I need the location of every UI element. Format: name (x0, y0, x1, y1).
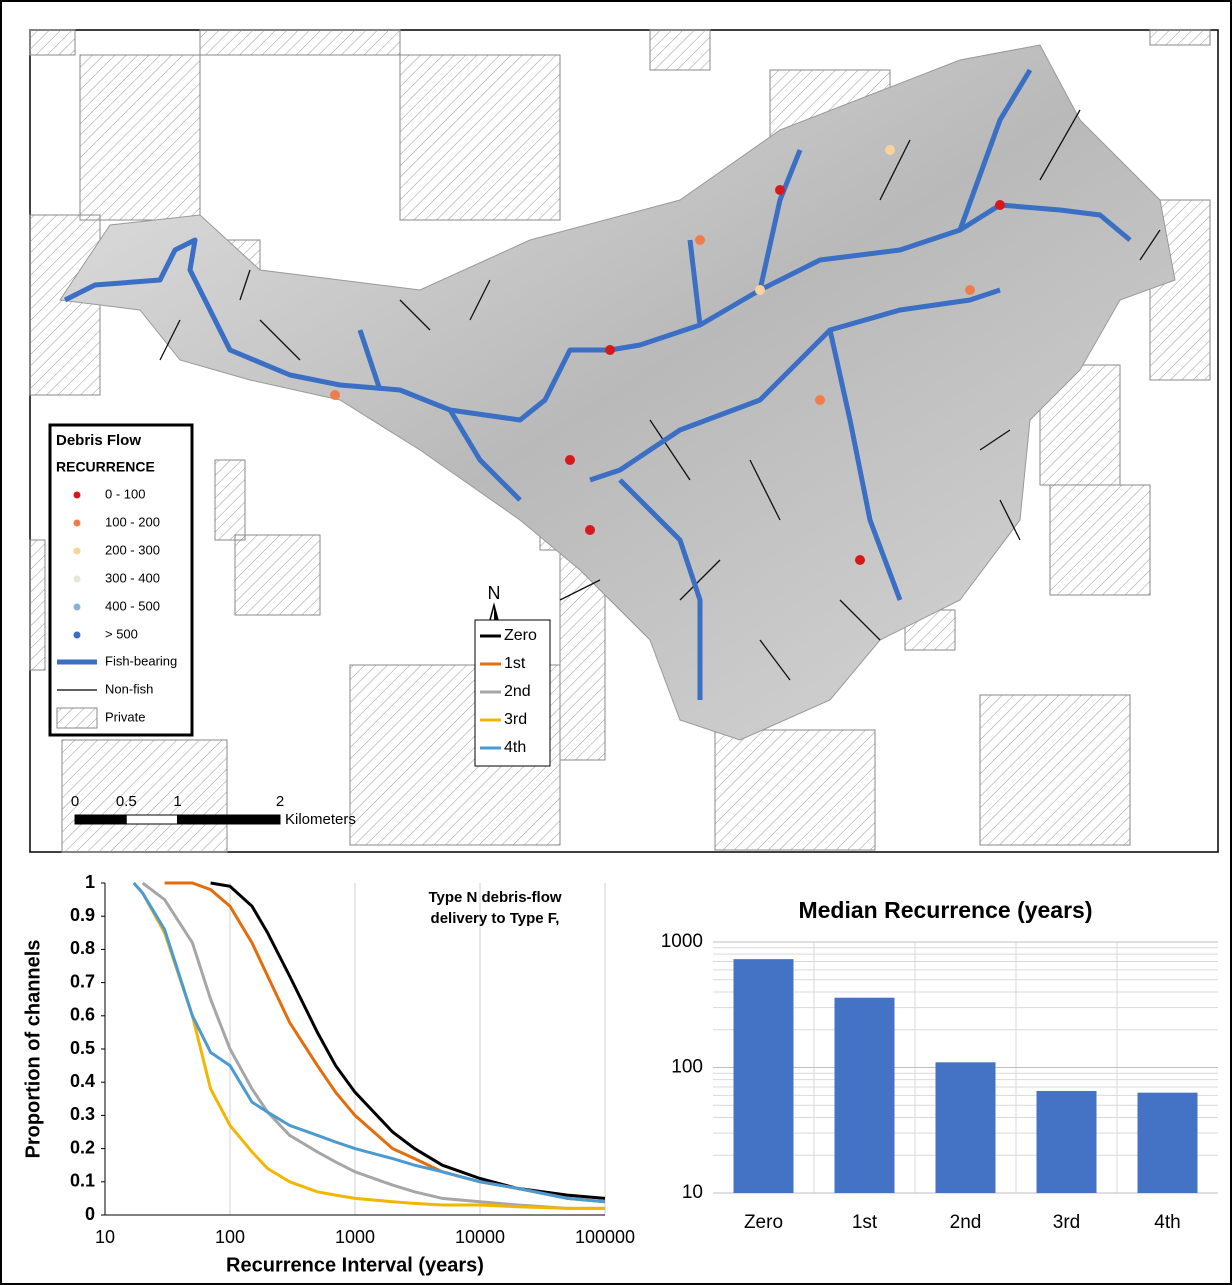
y-tick-label: 100 (671, 1057, 703, 1078)
y-axis-title: Proportion of channels (22, 940, 44, 1159)
north-label: N (488, 583, 501, 603)
series-line (211, 883, 605, 1198)
legend-label: Fish-bearing (105, 653, 177, 668)
legend-label: 300 - 400 (105, 570, 160, 585)
y-tick-label: 0.6 (70, 1005, 95, 1025)
x-tick-label: 10 (95, 1227, 115, 1247)
legend-label: Zero (504, 627, 537, 644)
y-tick-label: 0.5 (70, 1038, 95, 1058)
legend-label: 200 - 300 (105, 542, 160, 557)
scale-segment (75, 815, 126, 824)
y-tick-label: 0.4 (70, 1071, 95, 1091)
series-line (134, 883, 605, 1202)
annotation: delivery to Type F, (431, 910, 560, 927)
bar (734, 959, 794, 1193)
legend-dot (74, 520, 81, 527)
series-line (165, 883, 605, 1202)
x-tick-label: 1st (852, 1212, 878, 1233)
series-line (143, 883, 605, 1208)
legend-label: 3rd (504, 711, 527, 728)
y-tick-label: 10 (682, 1182, 703, 1203)
x-tick-label: 10000 (455, 1227, 505, 1247)
legend-label: 1st (504, 655, 526, 672)
scale-label: 2 (276, 793, 284, 810)
legend-dot (74, 492, 81, 499)
y-tick-label: 0 (85, 1204, 95, 1224)
legend-title: Debris Flow (56, 432, 141, 449)
bar (936, 1062, 996, 1193)
scale-unit: Kilometers (285, 811, 356, 828)
y-tick-label: 0.8 (70, 938, 95, 958)
legend-label: 4th (504, 739, 526, 756)
legend-dot (74, 632, 81, 639)
legend-private-swatch (57, 708, 97, 728)
x-tick-label: 100000 (575, 1227, 635, 1247)
y-tick-label: 0.3 (70, 1104, 95, 1124)
legend-dot (74, 576, 81, 583)
y-tick-label: 0.1 (70, 1171, 95, 1191)
legend-dot (74, 548, 81, 555)
annotation: Type N debris-flow (428, 889, 561, 906)
y-tick-label: 1 (85, 872, 95, 892)
y-tick-label: 0.2 (70, 1137, 95, 1157)
bar (1037, 1091, 1097, 1193)
x-tick-label: 100 (215, 1227, 245, 1247)
x-axis-title: Recurrence Interval (years) (226, 1254, 484, 1276)
legend-label: 400 - 500 (105, 598, 160, 613)
y-tick-label: 1000 (661, 931, 703, 952)
x-tick-label: 3rd (1053, 1212, 1080, 1233)
scale-segment (126, 815, 177, 824)
y-tick-label: 0.7 (70, 971, 95, 991)
figure: Debris Flow RECURRENCE 0 - 100 100 - 200 2… (0, 0, 1232, 1285)
legend-label: 0 - 100 (105, 486, 145, 501)
legend-label: 2nd (504, 683, 531, 700)
legend-subtitle: RECURRENCE (56, 459, 155, 475)
x-tick-label: Zero (744, 1212, 783, 1233)
scale-label: 0 (71, 793, 79, 810)
chart-title: Median Recurrence (years) (798, 897, 1092, 923)
legend-label: Private (105, 709, 145, 724)
x-tick-label: 4th (1154, 1212, 1180, 1233)
x-tick-label: 1000 (335, 1227, 375, 1247)
y-tick-label: 0.9 (70, 905, 95, 925)
x-tick-label: 2nd (950, 1212, 982, 1233)
scale-label: 0.5 (116, 793, 137, 810)
legend-label: 100 - 200 (105, 514, 160, 529)
scale-label: 1 (173, 793, 181, 810)
legend-label: Non-fish (105, 681, 153, 696)
scale-segment (178, 815, 281, 824)
legend-label: > 500 (105, 626, 138, 641)
map: Debris Flow RECURRENCE 0 - 100 100 - 200 2… (30, 30, 1218, 852)
series-line (134, 883, 605, 1208)
bar (1138, 1093, 1198, 1193)
legend-dot (74, 604, 81, 611)
bar (835, 998, 895, 1193)
